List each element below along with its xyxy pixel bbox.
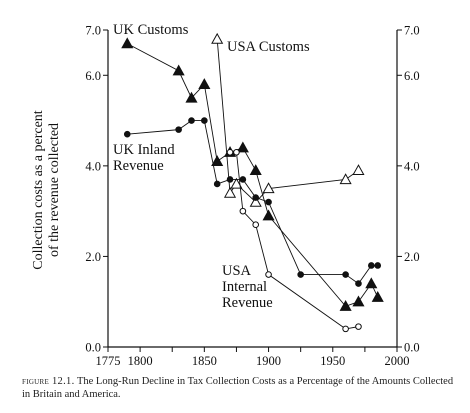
data-point	[185, 91, 198, 103]
y-axis-label: Collection costs as a percent of the reve…	[31, 110, 62, 270]
series-label-uk-customs: UK Customs	[113, 22, 189, 38]
data-point	[226, 148, 234, 156]
series-usa-internal-revenue	[226, 148, 362, 333]
data-point	[371, 290, 384, 302]
data-point	[297, 271, 304, 278]
data-point	[352, 164, 365, 176]
data-point	[249, 164, 262, 176]
x-tick-label: 1850	[192, 354, 217, 368]
data-point	[123, 130, 131, 138]
y-tick-label-left: 4.0	[85, 159, 101, 173]
data-point	[339, 173, 352, 185]
y-axis-label-group: Collection costs as a percent of the reve…	[31, 110, 62, 270]
x-tick-label: 1775	[96, 354, 121, 368]
series-label-usa-internal-revenue: USA	[222, 263, 252, 279]
data-point	[252, 221, 260, 229]
series-usa-customs	[211, 32, 365, 207]
data-point	[265, 271, 272, 278]
data-point	[249, 195, 262, 207]
data-point	[239, 207, 247, 215]
y-tick-label-left: 2.0	[85, 250, 101, 264]
data-point	[188, 117, 195, 124]
data-point	[226, 176, 234, 183]
data-point	[262, 209, 275, 221]
series-uk-inland-revenue	[123, 117, 382, 287]
data-point	[355, 323, 362, 330]
y-tick-label-left: 6.0	[85, 69, 101, 83]
data-point	[374, 262, 382, 269]
figure-caption: figure 12.1. The Long-Run Decline in Tax…	[22, 375, 462, 401]
data-point	[121, 37, 134, 49]
data-point	[201, 117, 208, 124]
data-point	[236, 141, 249, 153]
data-point	[365, 277, 378, 289]
y-tick-label-left: 7.0	[85, 24, 101, 38]
y-tick-label-left: 0.0	[85, 341, 101, 355]
y-tick-label-right: 4.0	[404, 159, 420, 173]
series-label-uk-inland-revenue: Revenue	[113, 158, 164, 174]
series-label-usa-customs: USA Customs	[227, 39, 310, 55]
series-label-usa-internal-revenue: Internal	[222, 279, 267, 295]
x-tick-label: 1800	[128, 354, 153, 368]
y-tick-label-right: 0.0	[404, 341, 420, 355]
y-tick-label-right: 6.0	[404, 69, 420, 83]
y-tick-label-right: 7.0	[404, 24, 420, 38]
data-point	[352, 295, 365, 307]
data-point	[265, 198, 272, 206]
data-point	[230, 177, 243, 189]
data-point	[213, 180, 221, 188]
series-uk-customs	[121, 37, 384, 311]
data-point	[368, 262, 375, 269]
y-axis-label-line: Collection costs as a percent	[31, 110, 46, 270]
data-point	[223, 186, 237, 198]
data-point	[239, 176, 247, 183]
series-line-usa-customs	[216, 39, 359, 203]
data-point	[175, 126, 182, 133]
data-point	[355, 280, 362, 287]
figure-label: figure 12.1.	[22, 376, 75, 387]
data-point	[252, 194, 260, 201]
data-point	[211, 155, 224, 166]
figure-caption-text: The Long-Run Decline in Tax Collection C…	[22, 376, 454, 400]
y-tick-label-right: 2.0	[404, 250, 420, 264]
data-point	[198, 78, 211, 90]
series-layer	[121, 32, 384, 333]
x-tick-label: 1950	[320, 354, 345, 368]
data-point	[339, 300, 352, 311]
data-point	[262, 182, 275, 194]
y-axis-label-line: of the revenue collected	[47, 123, 62, 257]
x-tick-label: 1900	[256, 354, 281, 368]
data-point	[172, 64, 185, 76]
data-point	[342, 271, 349, 278]
data-point	[233, 148, 240, 156]
data-point	[342, 325, 349, 333]
series-label-usa-internal-revenue: Revenue	[222, 295, 273, 311]
x-tick-label: 2000	[385, 354, 410, 368]
data-point	[211, 32, 224, 44]
series-label-uk-inland-revenue: UK Inland	[113, 142, 175, 158]
